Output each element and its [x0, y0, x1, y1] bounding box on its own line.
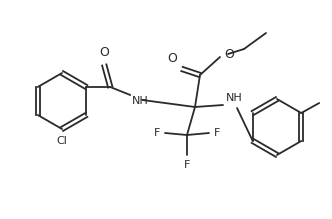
Text: NH: NH: [132, 96, 149, 106]
Text: O: O: [99, 46, 109, 59]
Text: NH: NH: [226, 93, 243, 103]
Text: F: F: [184, 160, 190, 170]
Text: F: F: [154, 128, 160, 138]
Text: Cl: Cl: [56, 136, 67, 146]
Text: O: O: [224, 48, 234, 62]
Text: F: F: [214, 128, 220, 138]
Text: O: O: [167, 52, 177, 65]
